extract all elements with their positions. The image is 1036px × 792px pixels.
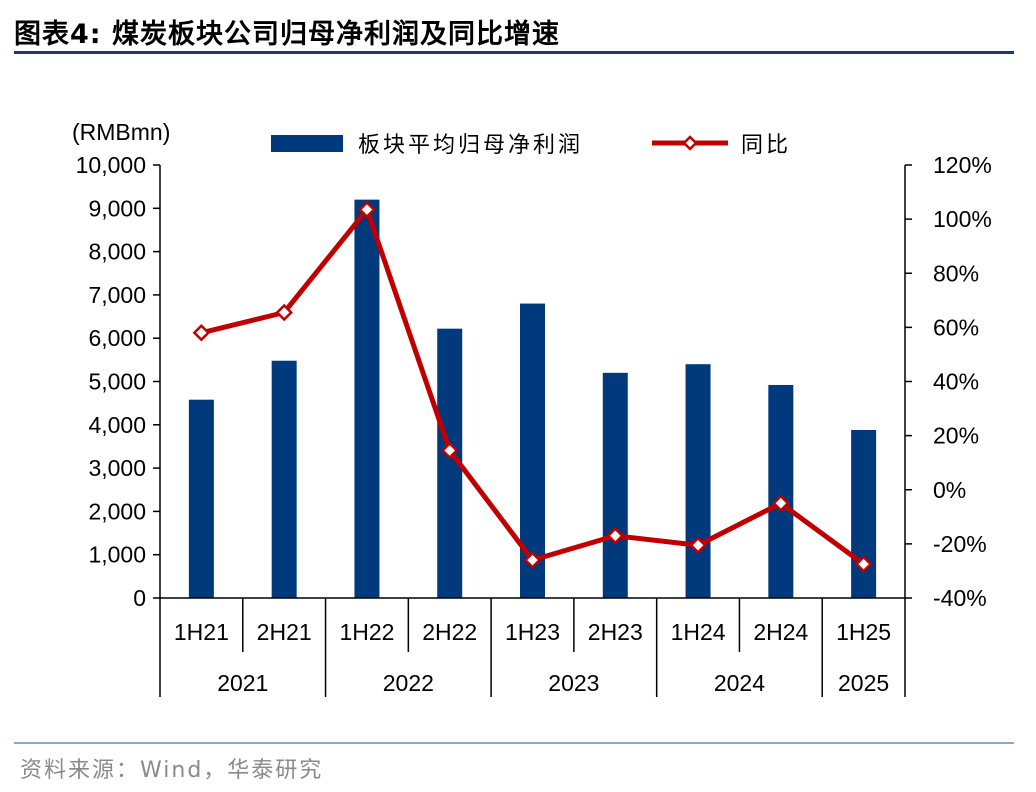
category-label: 1H24	[671, 619, 726, 645]
yoy-point	[192, 324, 211, 342]
right-tick-label: 120%	[933, 152, 992, 178]
source-note: 资料来源：Wind，华泰研究	[20, 758, 324, 783]
category-label: 1H25	[836, 619, 891, 645]
right-tick-label: -40%	[933, 585, 987, 611]
bar	[685, 364, 711, 598]
category-label: 2H24	[753, 619, 808, 645]
bar	[768, 384, 794, 598]
left-tick-label: 2,000	[88, 498, 146, 524]
yoy-point	[606, 526, 625, 545]
left-tick-label: 8,000	[88, 239, 146, 265]
category-label: 1H21	[174, 619, 229, 645]
year-label: 2021	[217, 670, 268, 696]
legend-line-marker	[682, 135, 698, 151]
left-tick-label: 7,000	[88, 282, 146, 308]
yoy-point	[440, 441, 459, 460]
left-tick-label: 1,000	[88, 542, 146, 568]
legend-line-label: 同比	[741, 132, 791, 157]
bar	[602, 372, 628, 598]
left-tick-label: 10,000	[76, 152, 146, 178]
category-label: 1H23	[505, 619, 560, 645]
figure-title: 图表4: 煤炭板块公司归母净利润及同比增速	[14, 19, 560, 50]
year-label: 2025	[838, 670, 889, 696]
left-tick-label: 4,000	[88, 412, 146, 438]
yoy-point	[275, 303, 293, 322]
year-label: 2023	[548, 670, 599, 696]
bar	[354, 199, 380, 598]
right-tick-label: 20%	[933, 423, 979, 449]
year-label: 2024	[714, 670, 765, 696]
bar	[271, 360, 297, 598]
category-label: 2H23	[588, 619, 643, 645]
source-rule	[14, 742, 1014, 744]
right-tick-label: 0%	[933, 477, 966, 503]
title-rule	[14, 51, 1014, 54]
left-tick-label: 6,000	[88, 325, 146, 351]
category-label: 1H22	[339, 619, 394, 645]
category-label: 2H22	[422, 619, 477, 645]
legend-bar-swatch	[271, 135, 343, 152]
right-tick-label: 40%	[933, 369, 979, 395]
yoy-point	[854, 555, 873, 573]
category-label: 2H21	[257, 619, 312, 645]
yoy-point	[772, 494, 790, 513]
combo-chart: 0 1,000 2,000 3,000 4,000 5,000 6,000 7,000 8,00…	[72, 119, 992, 697]
left-tick-label: 5,000	[88, 369, 146, 395]
left-tick-label: 0	[133, 585, 146, 611]
right-tick-label: 80%	[933, 260, 979, 286]
left-tick-label: 3,000	[88, 455, 146, 481]
yoy-point	[523, 551, 542, 569]
legend-bar-label: 板块平均归母净利润	[358, 132, 583, 157]
right-tick-label: 60%	[933, 314, 979, 340]
right-tick-label: 100%	[933, 206, 992, 232]
yoy-point	[689, 536, 707, 554]
bar	[188, 399, 214, 598]
left-tick-label: 9,000	[88, 195, 146, 221]
left-axis-unit: (RMBmn)	[72, 119, 170, 145]
year-label: 2022	[383, 670, 434, 696]
yoy-point	[358, 200, 376, 219]
right-tick-label: -20%	[933, 531, 987, 557]
